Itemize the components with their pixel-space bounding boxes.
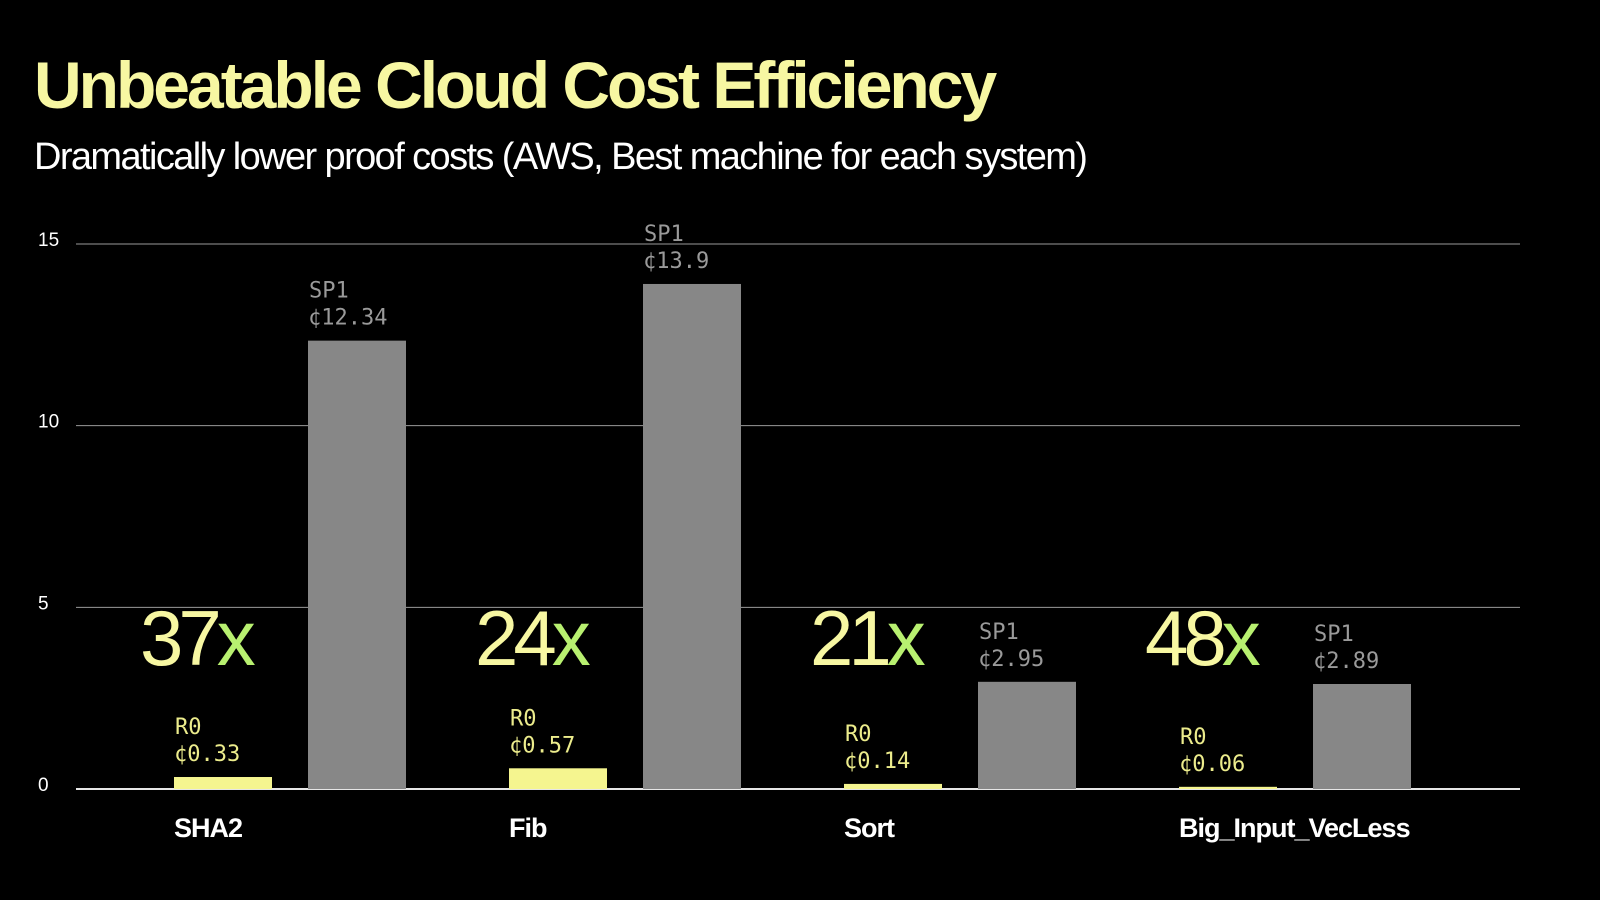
bar-sp1-sort bbox=[978, 681, 1076, 789]
bar-value-label: ¢0.06 bbox=[1179, 752, 1245, 777]
bar-labels: R0¢0.33SP1¢12.3437xR0¢0.57SP1¢13.924xR0¢… bbox=[140, 222, 1379, 777]
bar-value-label: ¢13.9 bbox=[643, 249, 709, 274]
bar-sp1-big-input-vecless bbox=[1313, 683, 1411, 789]
chart-subtitle: Dramatically lower proof costs (AWS, Bes… bbox=[34, 136, 1088, 178]
series-name-label: SP1 bbox=[644, 222, 684, 247]
bar-r0-sha2 bbox=[174, 777, 272, 789]
bar-r0-fib bbox=[509, 768, 607, 789]
series-name-label: SP1 bbox=[979, 620, 1019, 645]
ratio-suffix: x bbox=[1222, 594, 1261, 682]
ratio-number: 37 bbox=[140, 594, 218, 682]
bar-value-label: ¢0.33 bbox=[174, 742, 240, 767]
ratio-number: 24 bbox=[475, 594, 555, 682]
bar-sp1-sha2 bbox=[308, 340, 406, 789]
category-label: Fib bbox=[509, 813, 547, 843]
series-name-label: SP1 bbox=[309, 279, 349, 304]
category-label: Big_Input_VecLess bbox=[1179, 813, 1410, 843]
series-name-label: R0 bbox=[175, 715, 202, 740]
speedup-ratio-label: 48x bbox=[1145, 594, 1261, 682]
bar-r0-big-input-vecless bbox=[1179, 786, 1277, 789]
bar-value-label: ¢2.95 bbox=[978, 647, 1044, 672]
category-label: SHA2 bbox=[174, 813, 242, 843]
chart-title: Unbeatable Cloud Cost Efficiency bbox=[34, 48, 997, 122]
gridlines: 0 5 10 15 bbox=[38, 230, 1520, 796]
y-tick-label: 0 bbox=[38, 775, 49, 796]
category-label: Sort bbox=[844, 813, 895, 843]
speedup-ratio-label: 24x bbox=[475, 594, 591, 682]
bar-value-label: ¢0.14 bbox=[844, 749, 910, 774]
ratio-suffix: x bbox=[887, 594, 926, 682]
speedup-ratio-label: 21x bbox=[810, 594, 926, 682]
bar-r0-sort bbox=[844, 783, 942, 789]
ratio-suffix: x bbox=[217, 594, 256, 682]
ratio-suffix: x bbox=[552, 594, 591, 682]
series-name-label: SP1 bbox=[1314, 622, 1354, 647]
ratio-number: 21 bbox=[810, 594, 888, 682]
bar-value-label: ¢12.34 bbox=[308, 306, 387, 331]
series-name-label: R0 bbox=[510, 706, 537, 731]
y-tick-label: 10 bbox=[38, 412, 59, 433]
bar-sp1-fib bbox=[643, 283, 741, 789]
bar-value-label: ¢0.57 bbox=[509, 733, 575, 758]
bars bbox=[174, 283, 1411, 789]
speedup-ratio-label: 37x bbox=[140, 594, 256, 682]
series-name-label: R0 bbox=[1180, 725, 1207, 750]
y-tick-label: 15 bbox=[38, 230, 59, 251]
x-axis-labels: SHA2 Fib Sort Big_Input_VecLess bbox=[174, 813, 1411, 843]
series-name-label: R0 bbox=[845, 722, 872, 747]
y-tick-label: 5 bbox=[38, 593, 49, 614]
bar-value-label: ¢2.89 bbox=[1313, 649, 1379, 674]
ratio-number: 48 bbox=[1145, 594, 1223, 682]
